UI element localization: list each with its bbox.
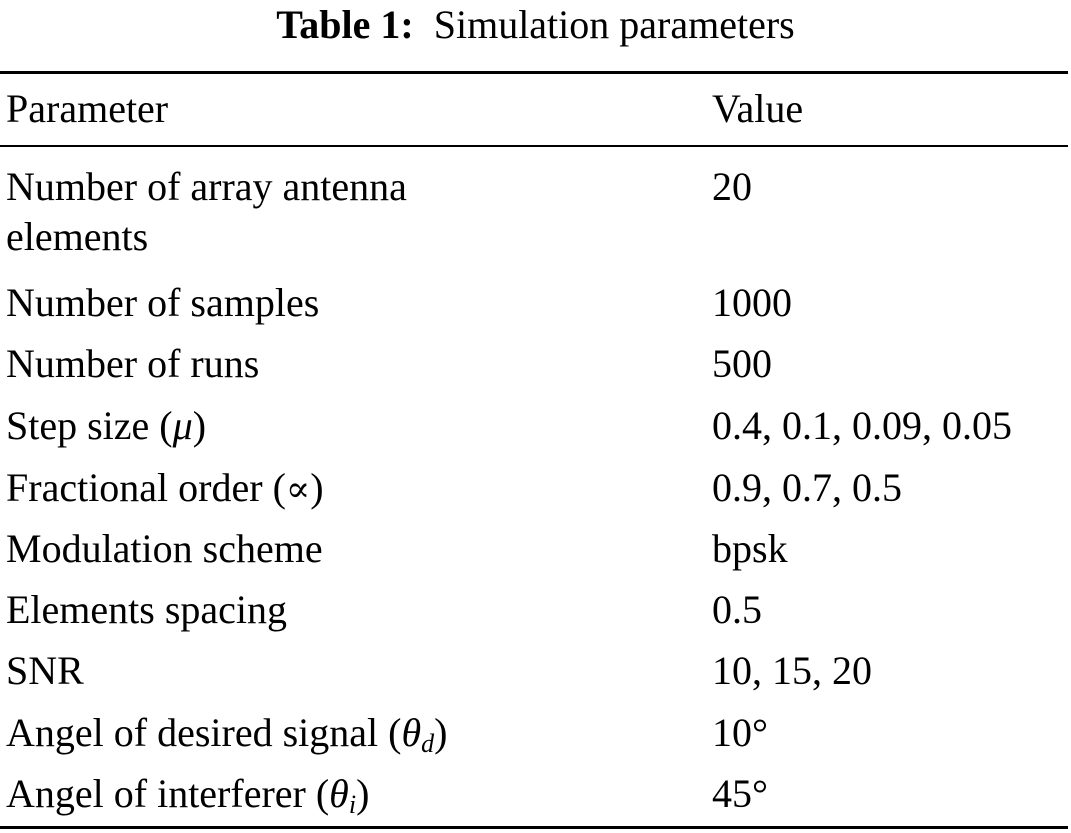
row-parameter: Number of runs bbox=[6, 341, 260, 386]
row-parameter: Modulation scheme bbox=[6, 526, 323, 571]
header-parameter: Parameter bbox=[6, 86, 169, 131]
row-parameter-text: Fractional order ( bbox=[6, 465, 286, 510]
table-caption: Table 1: Simulation parameters bbox=[0, 0, 1071, 50]
proportional-symbol: ∝ bbox=[285, 469, 311, 510]
caption-label: Table 1: bbox=[276, 2, 414, 47]
row-parameter-text: Step size ( bbox=[6, 403, 173, 448]
theta-symbol: θ bbox=[329, 771, 349, 816]
row-value: 0.9, 0.7, 0.5 bbox=[712, 465, 902, 510]
table-header-rule bbox=[0, 145, 1068, 147]
row-parameter-close: ) bbox=[356, 771, 370, 816]
table-top-rule bbox=[0, 71, 1068, 74]
row-parameter: Fractional order (∝) bbox=[6, 463, 566, 515]
theta-symbol: θ bbox=[401, 710, 422, 755]
row-parameter: Number of array antenna elements bbox=[6, 164, 407, 259]
row-value: 0.4, 0.1, 0.09, 0.05 bbox=[712, 403, 1012, 448]
row-parameter: Angel of desired signal (θd) bbox=[6, 708, 566, 758]
row-value: 45° bbox=[712, 771, 768, 816]
row-value: 500 bbox=[712, 341, 772, 386]
row-parameter: Angel of interferer (θi) bbox=[6, 769, 566, 819]
theta-subscript: d bbox=[421, 729, 435, 758]
table-bottom-rule bbox=[0, 826, 1068, 829]
row-parameter-close: ) bbox=[192, 403, 207, 448]
row-value: 10, 15, 20 bbox=[712, 648, 872, 693]
row-parameter-text: Angel of interferer ( bbox=[6, 771, 330, 816]
row-parameter: Elements spacing bbox=[6, 587, 288, 632]
header-value: Value bbox=[712, 86, 804, 131]
row-value: 1000 bbox=[712, 280, 792, 325]
caption-text: Simulation parameters bbox=[433, 2, 795, 47]
row-parameter: Number of samples bbox=[6, 280, 320, 325]
row-parameter: Step size (μ) bbox=[6, 401, 566, 451]
row-parameter-close: ) bbox=[310, 465, 324, 510]
row-value: 0.5 bbox=[712, 587, 762, 632]
row-value: bpsk bbox=[712, 526, 788, 571]
row-parameter-close: ) bbox=[434, 710, 448, 755]
mu-symbol: μ bbox=[172, 403, 193, 448]
theta-subscript: i bbox=[348, 790, 357, 819]
row-parameter: SNR bbox=[6, 648, 84, 693]
row-value: 10° bbox=[712, 710, 768, 755]
row-parameter-text: Angel of desired signal ( bbox=[6, 710, 402, 755]
row-value: 20 bbox=[712, 164, 752, 209]
